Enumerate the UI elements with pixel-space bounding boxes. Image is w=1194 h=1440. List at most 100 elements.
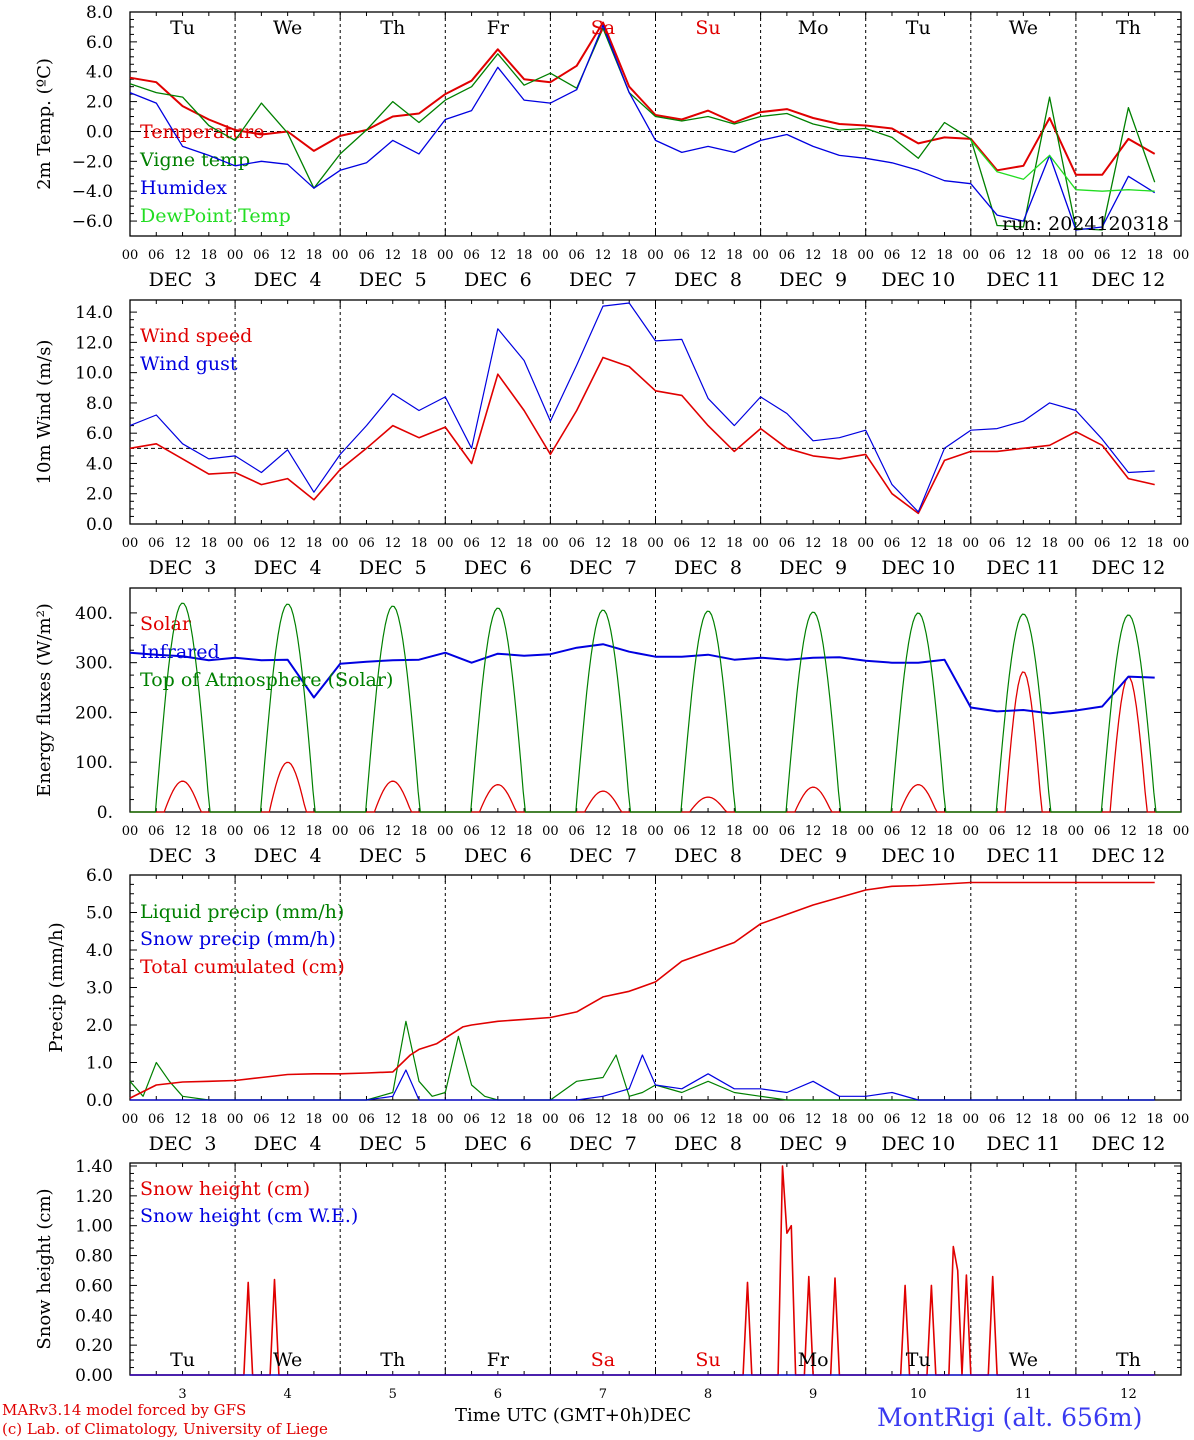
hour-tick-label: 12 (805, 248, 822, 263)
hour-tick-label: 06 (779, 248, 796, 263)
y-tick-label: 0. (97, 803, 113, 823)
day-name-label: Fr (487, 1349, 510, 1371)
date-label: DEC 5 (359, 1133, 427, 1155)
hour-tick-label: 06 (253, 536, 270, 551)
hour-tick-label: 18 (306, 1112, 323, 1127)
hour-tick-label: 00 (542, 824, 559, 839)
y-tick-label: 5.0 (86, 904, 113, 924)
legend-entry: Solar (140, 613, 192, 635)
hour-tick-label: 18 (726, 248, 743, 263)
hour-tick-label: 06 (1094, 824, 1111, 839)
hour-tick-label: 00 (542, 1112, 559, 1127)
y-axis-label: Snow height (cm) (34, 1188, 55, 1349)
day-number-label: 12 (1120, 1387, 1137, 1402)
hour-tick-label: 18 (1146, 824, 1163, 839)
y-axis-label: Precip (mm/h) (46, 922, 67, 1052)
hour-tick-label: 18 (726, 824, 743, 839)
hour-tick-label: 00 (227, 824, 244, 839)
hour-tick-label: 06 (989, 248, 1006, 263)
hour-tick-label: 18 (1041, 824, 1058, 839)
hour-tick-label: 06 (884, 536, 901, 551)
hour-tick-label: 12 (490, 824, 507, 839)
hour-tick-label: 06 (989, 1112, 1006, 1127)
hour-tick-label: 12 (174, 248, 191, 263)
day-name-label: Su (695, 17, 720, 39)
hour-tick-label: 00 (963, 536, 980, 551)
day-name-label: Mo (798, 1349, 829, 1371)
hour-tick-label: 18 (411, 1112, 428, 1127)
hour-tick-label: 06 (253, 248, 270, 263)
hour-tick-label: 12 (490, 536, 507, 551)
hour-tick-label: 12 (1120, 824, 1137, 839)
hour-tick-label: 06 (148, 248, 165, 263)
y-tick-label: 2.0 (86, 93, 113, 113)
day-name-label: Sa (591, 17, 615, 39)
x-axis-title-unit: DEC (649, 1405, 692, 1426)
day-number-label: 3 (178, 1387, 186, 1402)
hour-tick-label: 00 (227, 248, 244, 263)
legend-entry: Snow height (cm W.E.) (140, 1205, 358, 1227)
hour-tick-label: 00 (752, 248, 769, 263)
hour-tick-label: 06 (674, 1112, 691, 1127)
y-tick-label: 6.0 (86, 33, 113, 53)
hour-tick-label: 18 (201, 1112, 218, 1127)
day-name-label: Th (380, 17, 405, 39)
day-name-label: Tu (170, 17, 195, 39)
date-label: DEC 9 (779, 1133, 847, 1155)
hour-tick-label: 12 (1120, 248, 1137, 263)
date-label: DEC 11 (986, 1133, 1060, 1155)
hour-tick-label: 12 (279, 824, 296, 839)
day-number-label: 7 (599, 1387, 607, 1402)
hour-tick-label: 00 (1173, 1112, 1190, 1127)
legend-entry: Liquid precip (mm/h) (140, 901, 344, 923)
hour-tick-label: 06 (1094, 536, 1111, 551)
hour-tick-label: 06 (148, 536, 165, 551)
day-name-label: We (1009, 17, 1038, 39)
hour-tick-label: 00 (1068, 248, 1085, 263)
y-tick-label: −4.0 (72, 182, 113, 202)
y-tick-label: 14.0 (75, 303, 113, 323)
hour-tick-label: 00 (332, 824, 349, 839)
hour-tick-label: 18 (1041, 248, 1058, 263)
legend-entry: Snow precip (mm/h) (140, 928, 336, 950)
date-label: DEC 11 (986, 269, 1060, 291)
hour-tick-label: 18 (201, 824, 218, 839)
hour-tick-label: 18 (201, 248, 218, 263)
y-axis-label: Energy fluxes (W/m²) (34, 603, 55, 797)
hour-tick-label: 12 (595, 824, 612, 839)
hour-tick-label: 06 (463, 248, 480, 263)
hour-tick-label: 00 (437, 1112, 454, 1127)
legend-entry: Humidex (140, 177, 227, 199)
series-line-temperature (129, 21, 1156, 176)
y-tick-label: 0.0 (86, 1091, 113, 1111)
date-label: DEC 8 (674, 845, 742, 867)
y-axis-label: 10m Wind (m/s) (34, 340, 55, 485)
hour-tick-label: 18 (411, 248, 428, 263)
hour-tick-label: 12 (1015, 824, 1032, 839)
hour-tick-label: 12 (279, 248, 296, 263)
y-tick-label: 0.20 (75, 1336, 113, 1356)
hour-tick-label: 12 (910, 536, 927, 551)
plot-frame-flux (129, 587, 1182, 813)
plot-frame-wind (129, 299, 1182, 525)
day-number-label: 9 (809, 1387, 817, 1402)
hour-tick-label: 00 (647, 248, 664, 263)
date-label: DEC 11 (986, 845, 1060, 867)
hour-tick-label: 00 (437, 824, 454, 839)
hour-tick-label: 06 (568, 248, 585, 263)
hour-tick-label: 12 (1015, 536, 1032, 551)
hour-tick-label: 18 (621, 536, 638, 551)
hour-tick-label: 18 (621, 248, 638, 263)
date-label: DEC 12 (1092, 845, 1166, 867)
date-label: DEC 12 (1092, 269, 1166, 291)
hour-tick-label: 06 (358, 824, 375, 839)
y-tick-label: 200. (75, 703, 113, 723)
hour-tick-label: 12 (805, 1112, 822, 1127)
hour-tick-label: 12 (384, 536, 401, 551)
date-label: DEC 7 (569, 557, 637, 579)
x-axis-title-main: Time UTC (GMT+0h) (455, 1405, 650, 1426)
hour-tick-label: 18 (1146, 1112, 1163, 1127)
hour-tick-label: 00 (1173, 248, 1190, 263)
day-number-label: 10 (910, 1387, 927, 1402)
